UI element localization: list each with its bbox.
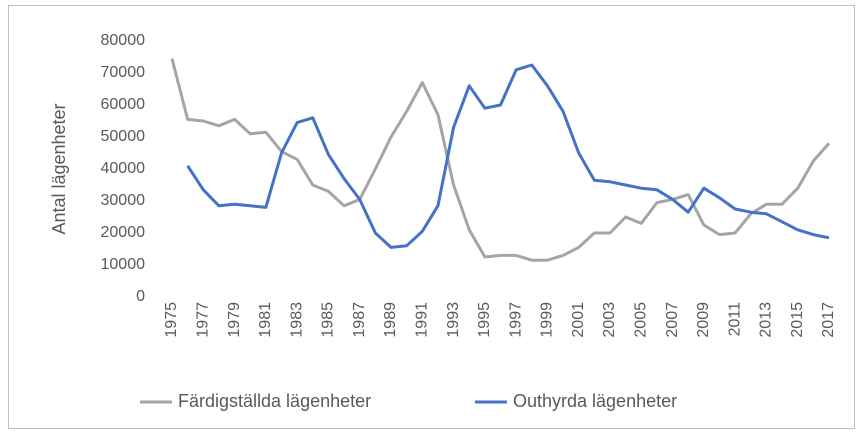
x-tick-label: 1993 [445, 302, 462, 338]
y-tick-label: 60000 [101, 96, 146, 113]
y-tick-label: 30000 [101, 192, 146, 209]
y-tick-label: 40000 [101, 160, 146, 177]
x-tick-label: 2017 [820, 302, 837, 338]
x-tick-label: 2003 [601, 302, 618, 338]
x-tick-label: 2007 [664, 302, 681, 338]
series-line [186, 63, 830, 249]
y-tick-label: 0 [136, 288, 145, 305]
x-tick-label: 1977 [195, 302, 212, 338]
y-tick-label: 20000 [101, 224, 146, 241]
x-tick-label: 1975 [163, 302, 180, 338]
x-tick-label: 1995 [476, 302, 493, 338]
y-tick-label: 80000 [101, 32, 146, 49]
y-tick-label: 50000 [101, 128, 146, 145]
x-tick-label: 1979 [226, 302, 243, 338]
x-tick-label: 1983 [288, 302, 305, 338]
legend-label: Färdigställda lägenheter [178, 391, 371, 411]
y-axis-title: Antal lägenheter [49, 103, 69, 234]
x-tick-label: 1997 [507, 302, 524, 338]
legend-label: Outhyrda lägenheter [513, 391, 677, 411]
x-tick-label: 2015 [789, 302, 806, 338]
x-tick-label: 2009 [695, 302, 712, 338]
x-tick-label: 1987 [351, 302, 368, 338]
x-tick-label: 1991 [414, 302, 431, 338]
y-tick-label: 10000 [101, 256, 146, 273]
x-tick-label: 2005 [633, 302, 650, 338]
x-tick-label: 1999 [539, 302, 556, 338]
x-tick-label: 1989 [382, 302, 399, 338]
x-tick-label: 1981 [257, 302, 274, 338]
x-tick-label: 2001 [570, 302, 587, 338]
x-tick-label: 1985 [320, 302, 337, 338]
x-tick-label: 2013 [758, 302, 775, 338]
y-tick-label: 70000 [101, 64, 146, 81]
x-tick-label: 2011 [726, 302, 743, 337]
